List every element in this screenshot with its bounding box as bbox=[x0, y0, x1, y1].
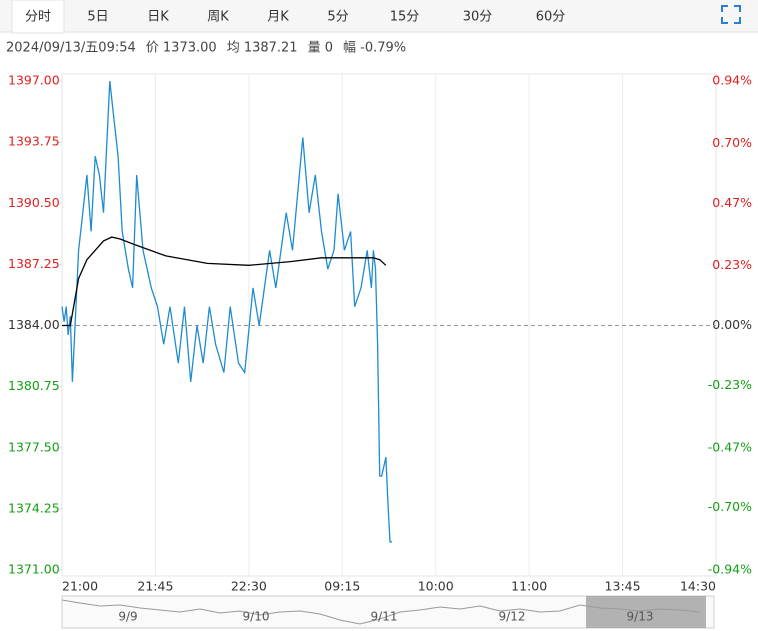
y-tick-label: 1380.75 bbox=[8, 378, 60, 393]
y-tick-label: 1390.50 bbox=[8, 195, 60, 210]
tab[interactable]: 月K bbox=[267, 10, 289, 25]
x-tick-label: 21:00 bbox=[62, 579, 98, 594]
y-tick-label: 1387.25 bbox=[8, 256, 60, 271]
tab[interactable]: 5日 bbox=[87, 10, 108, 25]
y2-tick-label: 0.23% bbox=[712, 257, 752, 272]
tab[interactable]: 周K bbox=[207, 10, 229, 25]
y2-tick-label: -0.47% bbox=[708, 439, 752, 454]
x-tick-label: 11:00 bbox=[511, 579, 547, 594]
info-text: 量 0 bbox=[308, 41, 333, 56]
tab[interactable]: 日K bbox=[147, 10, 169, 25]
y2-tick-label: 0.94% bbox=[712, 73, 752, 88]
y2-tick-label: -0.94% bbox=[708, 562, 752, 577]
y-tick-label: 1377.50 bbox=[8, 439, 60, 454]
navigator-label: 9/13 bbox=[627, 610, 654, 624]
x-tick-label: 22:30 bbox=[231, 579, 267, 594]
y-tick-label: 1397.00 bbox=[8, 73, 60, 88]
y-tick-label: 1384.00 bbox=[8, 317, 60, 332]
y2-tick-label: 0.00% bbox=[712, 317, 752, 332]
avg-line bbox=[62, 236, 387, 327]
active-tab bbox=[11, 0, 65, 34]
tab[interactable]: 15分 bbox=[390, 10, 420, 25]
y-tick-label: 1393.75 bbox=[8, 134, 60, 149]
info-text: 均 1387.21 bbox=[227, 41, 298, 56]
y2-tick-label: -0.70% bbox=[708, 499, 752, 514]
price-line bbox=[61, 80, 393, 543]
x-tick-label: 09:15 bbox=[324, 579, 360, 594]
info-text: 2024/09/13/五09:54 bbox=[6, 41, 136, 56]
navigator-label: 9/10 bbox=[243, 610, 270, 624]
tab[interactable]: 60分 bbox=[536, 10, 566, 25]
tab-bar bbox=[0, 0, 758, 32]
y2-tick-label: 0.47% bbox=[712, 195, 752, 210]
tab[interactable]: 分时 bbox=[25, 10, 51, 25]
navigator-label: 9/11 bbox=[371, 610, 398, 624]
y-tick-label: 1374.25 bbox=[8, 500, 60, 515]
navigator-label: 9/12 bbox=[499, 610, 526, 624]
fullscreen-icon[interactable] bbox=[721, 5, 741, 24]
info-text: 幅 -0.79% bbox=[343, 41, 406, 56]
x-tick-label: 21:45 bbox=[137, 579, 173, 594]
tab[interactable]: 30分 bbox=[463, 10, 493, 25]
y2-tick-label: 0.70% bbox=[712, 135, 752, 150]
navigator-label: 9/9 bbox=[118, 610, 137, 624]
info-text: 价 1373.00 bbox=[146, 41, 217, 56]
x-tick-label: 14:30 bbox=[680, 579, 716, 594]
y-tick-label: 1371.00 bbox=[8, 562, 60, 577]
navigator-window[interactable] bbox=[586, 596, 706, 628]
y2-tick-label: -0.23% bbox=[708, 377, 752, 392]
x-tick-label: 10:00 bbox=[418, 579, 454, 594]
x-tick-label: 13:45 bbox=[605, 579, 641, 594]
tab[interactable]: 5分 bbox=[327, 10, 348, 25]
